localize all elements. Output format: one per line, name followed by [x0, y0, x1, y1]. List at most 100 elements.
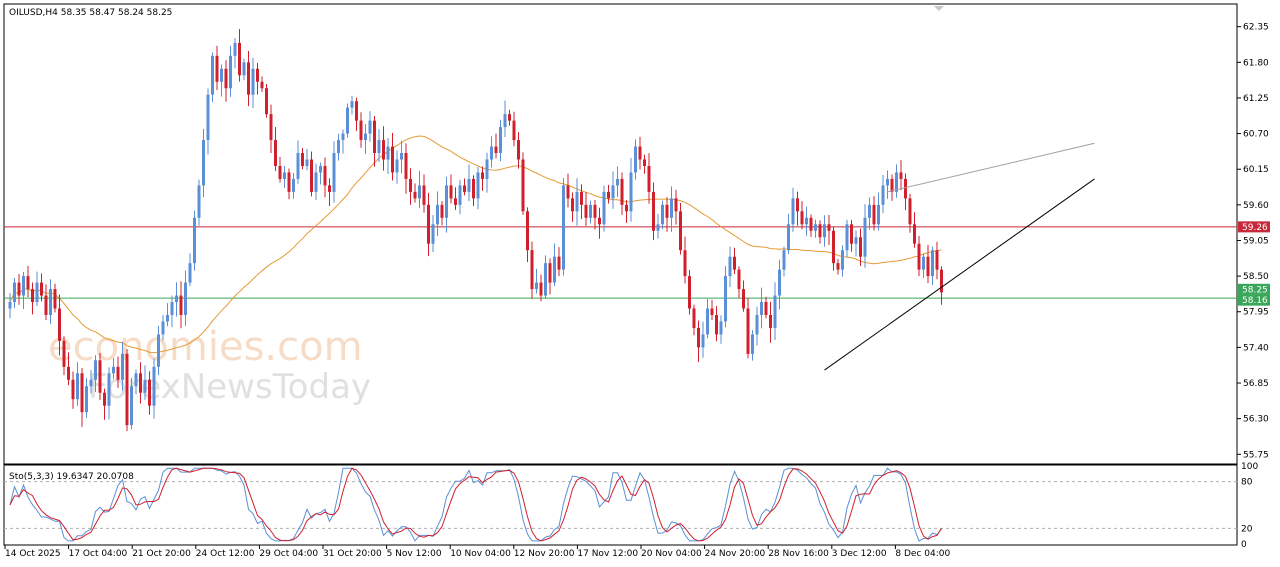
support-trendline	[824, 178, 1095, 371]
candle-bull	[395, 159, 399, 173]
resistance-badge: 59.26	[1242, 223, 1268, 233]
candle-bear	[238, 42, 241, 76]
candle-bear	[683, 250, 687, 277]
price-tick-label: 58.50	[1243, 272, 1269, 282]
candle-bear	[584, 204, 588, 218]
candle-bear	[71, 379, 75, 400]
candle-bear	[139, 373, 142, 393]
current-price-badge-bg	[1238, 283, 1270, 295]
price-tick-label: 61.80	[1243, 58, 1269, 68]
candle-bear	[638, 146, 642, 160]
candle-bear	[373, 120, 376, 154]
candle-bear	[472, 178, 475, 199]
candle-bear	[404, 153, 408, 179]
candle-bear	[827, 224, 831, 231]
candle-bear	[98, 360, 102, 393]
stochastic-axis: 100 80 20 0	[1241, 462, 1258, 550]
candle-bull	[350, 101, 354, 108]
candle-bull	[418, 185, 421, 199]
candle-bear	[818, 224, 822, 238]
candle-bull	[143, 379, 147, 393]
candle-bear	[643, 159, 646, 166]
time-tick-label: 17 Oct 04:00	[69, 549, 128, 559]
candle-bull	[782, 250, 786, 270]
candle-bear	[449, 185, 453, 199]
time-tick-label: 10 Nov 04:00	[450, 549, 511, 559]
candle-bear	[620, 178, 624, 205]
candle-bull	[296, 153, 300, 179]
candle-bear	[935, 250, 939, 270]
candle-bear	[904, 178, 907, 199]
candle-bear	[521, 159, 525, 212]
candle-bull	[656, 224, 660, 231]
candle-bull	[368, 120, 372, 134]
candle-bull	[602, 191, 606, 225]
candle-bear	[256, 68, 259, 82]
price-tick-label: 60.15	[1243, 165, 1269, 175]
candle-bull	[778, 269, 781, 296]
candle-bull	[629, 172, 633, 212]
candle-bull	[854, 237, 858, 244]
candle-bear	[454, 198, 457, 205]
candle-bull	[670, 198, 673, 218]
candle-bear	[850, 224, 853, 244]
candle-bear	[688, 276, 691, 309]
candle-bear	[355, 101, 358, 121]
candle-bull	[611, 185, 615, 199]
candle-bull	[332, 153, 336, 192]
candle-bull	[562, 185, 565, 270]
candle-bull	[206, 94, 210, 141]
candle-bear	[17, 282, 21, 296]
candle-bear	[260, 81, 264, 89]
stoch-tick-label: 100	[1241, 462, 1258, 472]
candle-bull	[13, 282, 16, 303]
candle-bull	[760, 302, 763, 315]
candle-bull	[773, 295, 777, 328]
price-tick-label: 56.30	[1243, 415, 1269, 425]
candle-bear	[508, 114, 511, 121]
scroll-marker-icon[interactable]	[934, 6, 944, 11]
candle-bull	[728, 256, 732, 277]
candle-bull	[701, 334, 705, 348]
candle-bear	[391, 146, 394, 173]
candle-bear	[278, 165, 282, 179]
candle-bear	[517, 140, 520, 160]
time-axis: 14 Oct 2025 17 Oct 04:00 21 Oct 20:00 24 Oc…	[4, 545, 950, 559]
candle-bear	[697, 327, 700, 348]
candle-bear	[557, 256, 561, 270]
candle-bear	[593, 204, 597, 218]
candle-bull	[184, 282, 187, 315]
candle-bull	[544, 263, 547, 296]
time-tick-label: 28 Nov 16:00	[768, 549, 829, 559]
candle-bull	[895, 172, 898, 192]
candle-bear	[913, 224, 916, 244]
candle-bear	[409, 178, 412, 192]
time-tick-label: 20 Nov 04:00	[641, 549, 702, 559]
candle-bull	[724, 276, 727, 322]
candle-bear	[116, 366, 120, 380]
candle-bear	[746, 308, 750, 354]
candle-bear	[742, 289, 745, 309]
moving-average	[9, 135, 942, 354]
candle-bull	[49, 289, 52, 315]
candle-bear	[58, 308, 61, 341]
candle-bear	[26, 276, 30, 290]
time-tick-label: 21 Oct 20:00	[132, 549, 191, 559]
candle-bull	[535, 282, 538, 290]
candle-bull	[193, 217, 196, 264]
candle-bull	[823, 224, 826, 238]
candle-bull	[881, 185, 885, 205]
candle-bear	[908, 198, 912, 225]
price-tick-label: 55.75	[1243, 450, 1269, 460]
candle-bear	[44, 295, 48, 315]
price-tick-label: 61.25	[1243, 94, 1269, 104]
candle-bull	[319, 165, 322, 173]
candle-bull	[863, 217, 867, 257]
candle-bull	[467, 178, 471, 192]
candle-bull	[922, 256, 925, 270]
candle-bull	[476, 172, 480, 199]
candle-bear	[796, 198, 799, 212]
candle-bear	[382, 140, 385, 160]
candle-bull	[314, 172, 318, 192]
